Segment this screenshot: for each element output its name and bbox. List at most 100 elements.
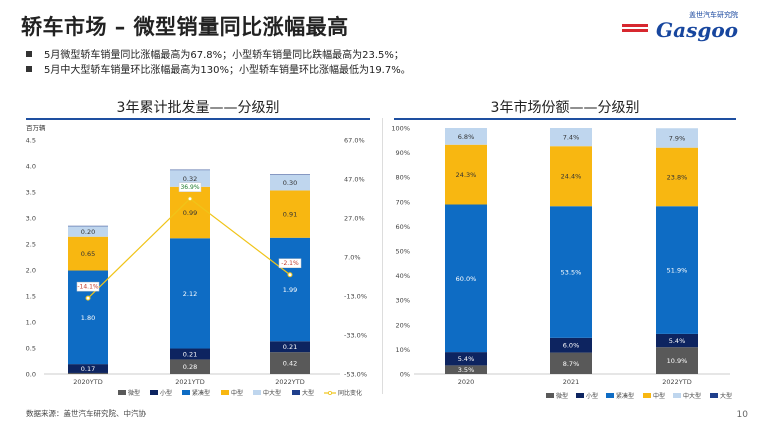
- bar-segment: [445, 365, 487, 374]
- bar-segment: [270, 174, 310, 175]
- logo-subtitle: 盖世汽车研究院: [689, 11, 738, 19]
- bar-value-label: 0.28: [183, 363, 197, 371]
- bar-segment: [68, 372, 108, 374]
- legend-label: 中型: [231, 389, 243, 397]
- legend-swatch: [576, 393, 584, 398]
- bar-value-label: 60.0%: [456, 275, 477, 283]
- bar-segment: [270, 174, 310, 191]
- bar-value-label: 23.8%: [667, 173, 688, 181]
- x-tick-label: 2020YTD: [73, 378, 103, 386]
- y-axis-unit: 百万辆: [26, 124, 46, 132]
- bar-value-label: 7.9%: [669, 134, 686, 142]
- bullet-item: 5月微型轿车销量同比涨幅最高为67.8%；小型轿车销量同比跌幅最高为23.5%；: [26, 48, 411, 63]
- y-tick-label: 2.5: [26, 241, 36, 249]
- bar-value-label: 10.9%: [667, 357, 688, 365]
- yoy-value-label: -14.1%: [77, 284, 99, 291]
- legend-swatch: [118, 390, 126, 395]
- bar-segment: [170, 359, 210, 374]
- bar-value-label: 7.4%: [563, 134, 580, 142]
- legend-label: 大型: [302, 389, 314, 397]
- bar-value-label: 0.42: [283, 360, 297, 368]
- legend-swatch: [150, 390, 158, 395]
- bar-value-label: 24.4%: [561, 173, 582, 181]
- legend-label: 微型: [128, 389, 140, 397]
- section-underline-right: [394, 118, 736, 120]
- y-tick-label: 80%: [396, 174, 410, 182]
- bar-value-label: 0.30: [283, 179, 297, 187]
- y-tick-label: 0.0: [26, 371, 36, 379]
- y-tick-label: 90%: [396, 149, 410, 157]
- bar-value-label: 1.99: [283, 286, 297, 294]
- bar-segment: [270, 341, 310, 353]
- bar-value-label: 6.8%: [458, 133, 475, 141]
- bar-segment: [68, 225, 108, 227]
- bar-segment: [550, 352, 592, 374]
- yoy-point: [287, 272, 293, 278]
- bar-segment: [445, 204, 487, 353]
- page-title: 轿车市场 – 微型销量同比涨幅最高: [21, 15, 349, 39]
- chart-title-share: 3年市场份额——分级别: [490, 100, 640, 116]
- share-stacked-chart: 0% 10% 20% 30% 40% 50% 60% 70% 80% 90% 100% 3.5% 5.4…: [391, 125, 732, 401]
- y2-tick-label: -53.0%: [344, 371, 367, 379]
- brand-logo: 盖世汽车研究院 Gasgoo: [618, 10, 738, 42]
- legend-swatch: [221, 390, 229, 395]
- legend-swatch: [253, 390, 261, 395]
- bar-value-label: 5.4%: [669, 337, 686, 345]
- bar-value-label: 53.5%: [561, 269, 582, 277]
- y-tick-label: 20%: [396, 321, 410, 329]
- bar-segment: [170, 186, 210, 239]
- bar-segment: [445, 128, 487, 145]
- bar-value-label: 0.21: [183, 350, 197, 358]
- legend-label: 微型: [556, 392, 568, 400]
- legend-label: 中大型: [263, 389, 281, 397]
- bar-segment: [445, 144, 487, 205]
- y-tick-label: 40%: [396, 272, 410, 280]
- y-tick-label: 0%: [400, 371, 410, 379]
- bar-value-label: 3.5%: [458, 366, 475, 374]
- bar-value-label: 0.20: [81, 228, 95, 236]
- legend-swatch: [182, 390, 190, 395]
- y2-tick-label: -33.0%: [344, 332, 367, 340]
- bar-segment: [68, 226, 108, 237]
- bar-value-label: 2.12: [183, 290, 197, 298]
- legend-swatch: [710, 393, 718, 398]
- x-tick-label: 2022YTD: [662, 378, 692, 386]
- yoy-point: [85, 295, 91, 301]
- bar-value-label: 0.91: [283, 211, 297, 219]
- bar-segment: [170, 169, 210, 171]
- bar-segment: [656, 147, 698, 207]
- legend-swatch: [606, 393, 614, 398]
- y-tick-label: 3.0: [26, 215, 36, 223]
- panel-divider: [382, 118, 383, 394]
- x-tick-label: 2021: [563, 378, 580, 386]
- y-tick-label: 1.0: [26, 319, 36, 327]
- bar-segment: [550, 206, 592, 338]
- data-source: 数据来源：盖世汽车研究院、中汽协: [26, 409, 146, 418]
- bar-segment: [550, 128, 592, 147]
- legend-label: 小型: [160, 389, 172, 397]
- bar-segment: [550, 146, 592, 207]
- bullet-square-icon: [26, 66, 32, 72]
- x-tick-label: 2022YTD: [275, 378, 305, 386]
- bar-segment: [170, 348, 210, 360]
- yoy-label-box: [278, 258, 302, 268]
- yoy-point: [187, 196, 193, 202]
- bar-value-label: 1.80: [81, 314, 95, 322]
- y-tick-label: 30%: [396, 297, 410, 305]
- bar-segment: [68, 236, 108, 271]
- bar-segment: [445, 352, 487, 366]
- legend-label: 小型: [586, 392, 598, 400]
- bar-value-label: 24.3%: [456, 171, 477, 179]
- y-tick-label: 1.5: [26, 293, 36, 301]
- yoy-value-label: 36.9%: [180, 184, 199, 191]
- legend-label: 紧凑型: [192, 389, 210, 397]
- legend-swatch: [673, 393, 681, 398]
- legend-label: 中大型: [683, 392, 701, 400]
- bar-segment: [170, 238, 210, 349]
- y-tick-label: 70%: [396, 198, 410, 206]
- logo-stripe: [622, 29, 648, 32]
- yoy-label-box: [178, 182, 202, 192]
- logo-stripe: [622, 24, 648, 27]
- bar-segment: [270, 352, 310, 374]
- y-tick-label: 100%: [391, 125, 410, 133]
